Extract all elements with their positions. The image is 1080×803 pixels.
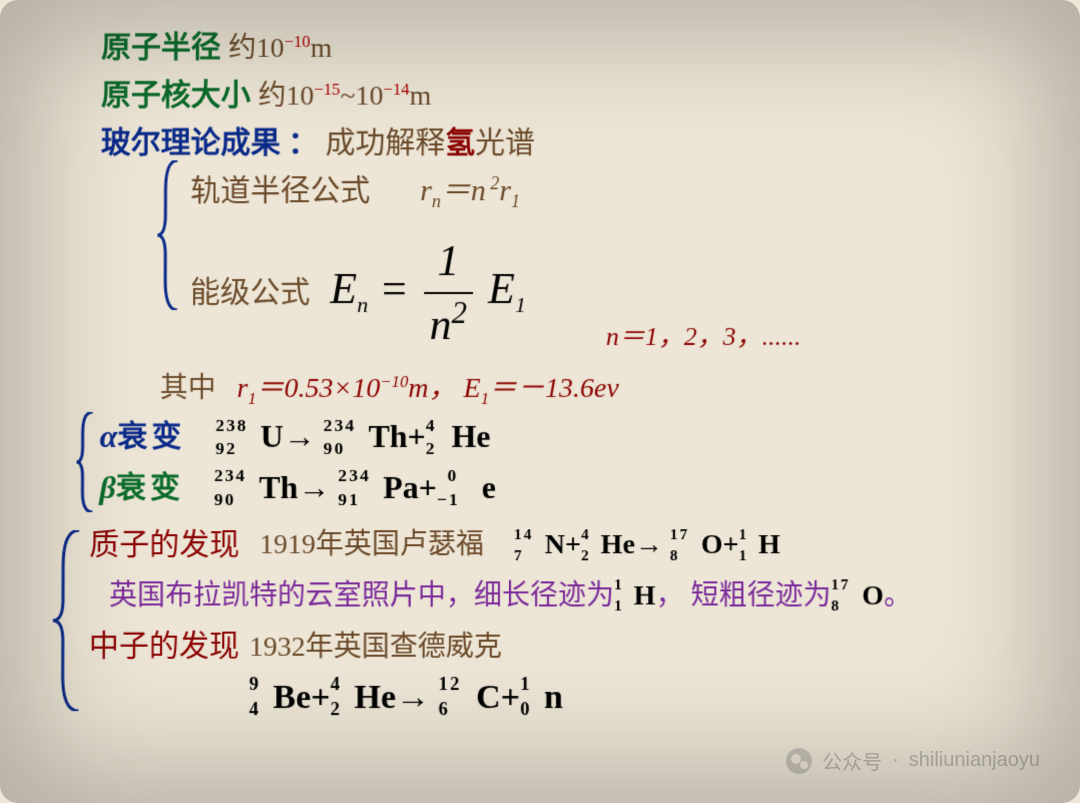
value: 约10−15~10−14m <box>258 81 431 112</box>
alpha-decay: α 衰变 23892U→ 23490Th+42He <box>100 414 1080 459</box>
energy-formula: 能级公式 En = 1n2 E1 n＝1，2，3，...... <box>190 230 1080 355</box>
label: 原子核大小 <box>101 79 251 112</box>
neutron-discovery: 中子的发现 1932年英国查德威克 <box>89 626 1080 668</box>
wechat-icon <box>786 748 812 774</box>
atomic-radius: 原子半径 约10−10m <box>101 27 1079 69</box>
nucleus-size: 原子核大小 约10−15~10−14m <box>101 75 1079 117</box>
brace-bohr <box>155 160 185 310</box>
watermark: 公众号 · shiliunianjaoyu <box>786 746 1040 775</box>
orbit-formula: 轨道半径公式 rn＝n 2r1 <box>190 170 1079 212</box>
label: 玻尔理论成果 <box>101 127 281 160</box>
neutron-equation: 94Be+42He→ 126C+10n <box>249 674 1080 722</box>
bohr-theory: 玻尔理论成果 ： 成功解释氢光谱 <box>101 123 1079 165</box>
brace-discovery <box>51 530 87 711</box>
proton-discovery: 质子的发现 1919年英国卢瑟福 147N+42He→ 178O+11H <box>89 524 1080 566</box>
value: 约10−10m <box>228 33 332 64</box>
constants: 其中 r1＝0.53×10−10m， E1＝－13.6ev <box>160 369 1080 408</box>
cloud-chamber-note: 英国布拉凯特的云室照片中，细长径迹为 11H ， 短粗径迹为 178O 。 <box>109 576 1080 615</box>
n-values: n＝1，2，3，...... <box>606 319 801 355</box>
beta-decay: β 衰变 23490Th→ 23491Pa+0−1e <box>99 465 1080 510</box>
brace-decay <box>74 412 99 512</box>
label: 原子半径 <box>101 31 221 64</box>
